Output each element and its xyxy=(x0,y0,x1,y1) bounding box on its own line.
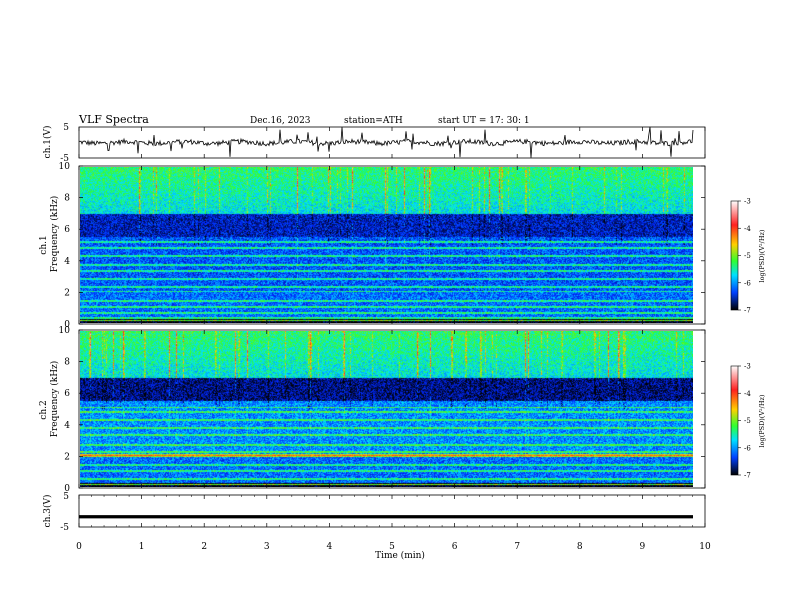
time-tick-label: 3 xyxy=(264,542,270,552)
colorbar-tick-label: -5 xyxy=(744,417,751,425)
time-tick-label: 5 xyxy=(389,542,395,552)
date-label: Dec.16, 2023 xyxy=(250,116,311,126)
frequency-tick-label: 6 xyxy=(64,225,70,235)
ch3-ytick-bottom: -5 xyxy=(60,523,69,533)
ch2-colorbar-label: log(PSD)(V²/Hz) xyxy=(758,394,766,447)
ch3-waveform-ylabel: ch.3(V) xyxy=(42,495,53,528)
time-tick-label: 8 xyxy=(577,542,583,552)
ch1-channel-label: ch.1 xyxy=(39,235,49,254)
ch1-waveform-ylabel: ch.1(V) xyxy=(42,126,53,159)
time-tick-label: 4 xyxy=(327,542,333,552)
ch1-colorbar xyxy=(731,201,738,310)
time-axis-label: Time (min) xyxy=(375,550,425,561)
ch3-ytick-top: 5 xyxy=(63,492,69,502)
frequency-tick-label: 2 xyxy=(64,452,70,462)
ch1-ytick-bottom: -5 xyxy=(60,154,69,164)
ch1-ytick-top: 5 xyxy=(63,123,69,133)
frequency-tick-label: 4 xyxy=(64,421,70,431)
time-tick-label: 6 xyxy=(452,542,458,552)
colorbar-tick-label: -4 xyxy=(744,225,751,233)
colorbar-tick-label: -4 xyxy=(744,390,751,398)
ch1-colorbar-label: log(PSD)(V²/Hz) xyxy=(758,229,766,282)
frequency-tick-label: 6 xyxy=(64,389,70,399)
station-label: station=ATH xyxy=(344,116,403,126)
ch2-channel-label: ch.2 xyxy=(39,400,49,419)
ch2-frequency-ylabel: Frequency (kHz) xyxy=(49,361,60,438)
ch2-colorbar xyxy=(731,366,738,475)
ch1-frequency-ticks: 0 2 4 6 8 10 xyxy=(59,162,705,330)
frequency-tick-label: 0 xyxy=(64,484,70,494)
ch3-waveform-frame xyxy=(78,494,706,528)
ch2-colorbar-ticks: -3 -4 -5 -6 -7 xyxy=(738,363,751,480)
time-tick-label: 9 xyxy=(640,542,646,552)
time-tick-label: 0 xyxy=(76,542,82,552)
frequency-tick-label: 10 xyxy=(59,326,71,336)
colorbar-tick-label: -3 xyxy=(744,363,751,371)
frequency-tick-label: 0 xyxy=(64,320,70,330)
colorbar-tick-label: -7 xyxy=(744,472,751,480)
frequency-tick-label: 10 xyxy=(59,162,71,172)
ch2-frequency-ticks: 0 2 4 6 8 10 xyxy=(59,326,705,494)
time-tick-label: 2 xyxy=(201,542,207,552)
time-tick-label: 7 xyxy=(514,542,520,552)
frequency-tick-label: 8 xyxy=(64,358,70,368)
ch1-waveform-line xyxy=(78,126,694,158)
start-time-label: start UT = 17: 30: 1 xyxy=(438,116,530,126)
colorbar-tick-label: -6 xyxy=(744,279,751,287)
frequency-tick-label: 2 xyxy=(64,288,70,298)
frequency-tick-label: 8 xyxy=(64,194,70,204)
time-axis-ticks: 0 1 2 3 4 5 6 7 8 9 10 xyxy=(76,127,711,552)
ch1-spectrogram-image xyxy=(80,167,693,323)
ch2-spectrogram-image xyxy=(80,331,693,487)
ch1-colorbar-ticks: -3 -4 -5 -6 -7 xyxy=(738,198,751,315)
colorbar-tick-label: -5 xyxy=(744,252,751,260)
figure-title: VLF Spectra xyxy=(78,113,149,126)
ch1-frequency-ylabel: Frequency (kHz) xyxy=(49,196,60,273)
frequency-tick-label: 4 xyxy=(64,257,70,267)
colorbar-tick-label: -7 xyxy=(744,307,751,315)
colorbar-tick-label: -3 xyxy=(744,198,751,206)
time-tick-label: 10 xyxy=(699,542,711,552)
colorbar-tick-label: -6 xyxy=(744,444,751,452)
time-tick-label: 1 xyxy=(139,542,145,552)
